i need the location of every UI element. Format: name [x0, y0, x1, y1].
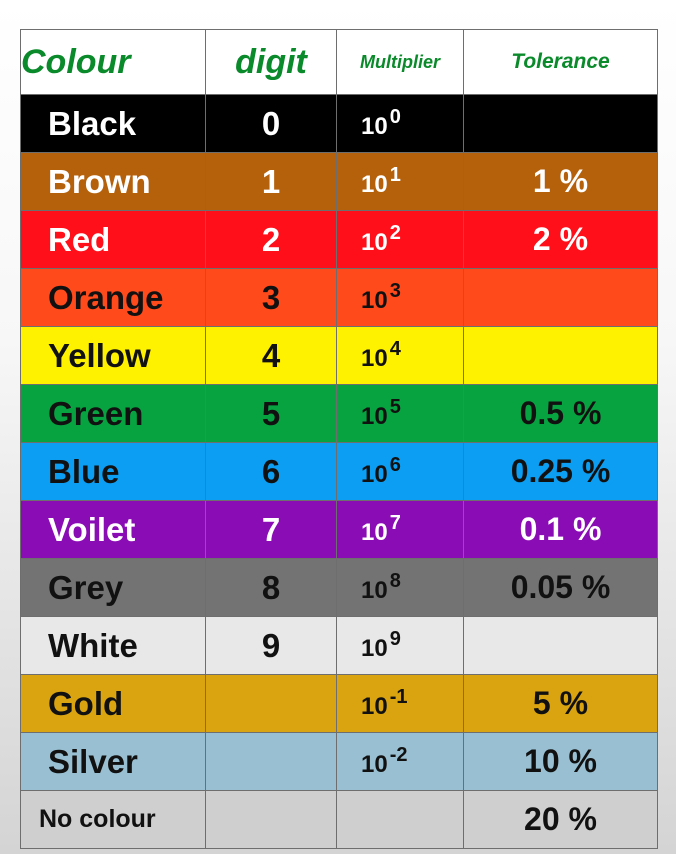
tolerance-value: 0.1 %	[463, 500, 658, 559]
colour-name: Orange	[20, 268, 206, 327]
colour-name: Brown	[20, 152, 206, 211]
header-row: Colour digit Multiplier Tolerance	[20, 29, 658, 95]
tolerance-value: 5 %	[463, 674, 658, 733]
multiplier-base: 10	[361, 519, 388, 546]
colour-name: Silver	[20, 732, 206, 791]
colour-row-grey: Grey 8 10 8 0.05 %	[20, 558, 658, 617]
multiplier-base: 10	[361, 403, 388, 430]
multiplier-exponent: 4	[389, 338, 401, 360]
tolerance-value: 0.05 %	[463, 558, 658, 617]
multiplier-base: 10	[361, 345, 388, 372]
multiplier-value: 10 1	[336, 152, 464, 211]
colour-name: Blue	[20, 442, 206, 501]
tolerance-value	[463, 616, 658, 675]
colour-row-voilet: Voilet 7 10 7 0.1 %	[20, 500, 658, 559]
multiplier-base: 10	[361, 577, 388, 604]
multiplier-base: 10	[361, 461, 388, 488]
multiplier-exponent: -2	[389, 744, 408, 766]
header-digit: digit	[205, 29, 337, 95]
digit-value	[205, 732, 337, 791]
colour-row-red: Red 2 10 2 2 %	[20, 210, 658, 269]
tolerance-value	[463, 326, 658, 385]
tolerance-value: 1 %	[463, 152, 658, 211]
colour-name: Black	[20, 94, 206, 153]
colour-row-green: Green 5 10 5 0.5 %	[20, 384, 658, 443]
colour-row-black: Black 0 10 0	[20, 94, 658, 153]
tolerance-value: 0.25 %	[463, 442, 658, 501]
tolerance-value: 10 %	[463, 732, 658, 791]
multiplier-value: 10 8	[336, 558, 464, 617]
digit-value: 1	[205, 152, 337, 211]
multiplier-base: 10	[361, 113, 388, 140]
colour-row-no-colour: No colour 20 %	[20, 790, 658, 849]
colour-row-blue: Blue 6 10 6 0.25 %	[20, 442, 658, 501]
multiplier-value: 10 5	[336, 384, 464, 443]
multiplier-base: 10	[361, 287, 388, 314]
digit-value	[205, 790, 337, 849]
multiplier-base: 10	[361, 751, 388, 778]
multiplier-value	[336, 790, 464, 849]
header-multiplier: Multiplier	[336, 29, 464, 95]
tolerance-value	[463, 94, 658, 153]
header-colour: Colour	[20, 29, 206, 95]
tolerance-value: 20 %	[463, 790, 658, 849]
multiplier-value: 10 3	[336, 268, 464, 327]
header-tolerance: Tolerance	[463, 29, 658, 95]
colour-row-orange: Orange 3 10 3	[20, 268, 658, 327]
colour-name: Green	[20, 384, 206, 443]
multiplier-exponent: 8	[389, 570, 401, 592]
digit-value	[205, 674, 337, 733]
digit-value: 4	[205, 326, 337, 385]
colour-name: White	[20, 616, 206, 675]
digit-value: 0	[205, 94, 337, 153]
multiplier-exponent: -1	[389, 686, 408, 708]
resistor-colour-code-table: Colour digit Multiplier Tolerance Black 0…	[20, 29, 658, 849]
multiplier-value: 10 -2	[336, 732, 464, 791]
colour-name: Voilet	[20, 500, 206, 559]
digit-value: 2	[205, 210, 337, 269]
colour-name: Grey	[20, 558, 206, 617]
colour-row-white: White 9 10 9	[20, 616, 658, 675]
colour-row-gold: Gold 10 -1 5 %	[20, 674, 658, 733]
multiplier-base: 10	[361, 693, 388, 720]
multiplier-value: 10 9	[336, 616, 464, 675]
multiplier-base: 10	[361, 171, 388, 198]
tolerance-value	[463, 268, 658, 327]
digit-value: 3	[205, 268, 337, 327]
digit-value: 7	[205, 500, 337, 559]
colour-row-brown: Brown 1 10 1 1 %	[20, 152, 658, 211]
colour-name: Red	[20, 210, 206, 269]
tolerance-value: 2 %	[463, 210, 658, 269]
multiplier-exponent: 6	[389, 454, 401, 476]
colour-name: Gold	[20, 674, 206, 733]
colour-name: Yellow	[20, 326, 206, 385]
digit-value: 9	[205, 616, 337, 675]
colour-row-yellow: Yellow 4 10 4	[20, 326, 658, 385]
tolerance-value: 0.5 %	[463, 384, 658, 443]
multiplier-value: 10 4	[336, 326, 464, 385]
digit-value: 6	[205, 442, 337, 501]
multiplier-value: 10 0	[336, 94, 464, 153]
multiplier-value: 10 6	[336, 442, 464, 501]
multiplier-value: 10 2	[336, 210, 464, 269]
multiplier-exponent: 3	[389, 280, 401, 302]
multiplier-exponent: 9	[389, 628, 401, 650]
multiplier-exponent: 7	[389, 512, 401, 534]
digit-value: 8	[205, 558, 337, 617]
multiplier-exponent: 1	[389, 164, 401, 186]
colour-name: No colour	[20, 790, 206, 849]
multiplier-value: 10 7	[336, 500, 464, 559]
multiplier-base: 10	[361, 635, 388, 662]
multiplier-exponent: 0	[389, 106, 401, 128]
multiplier-base: 10	[361, 229, 388, 256]
multiplier-exponent: 2	[389, 222, 401, 244]
multiplier-value: 10 -1	[336, 674, 464, 733]
multiplier-exponent: 5	[389, 396, 401, 418]
colour-row-silver: Silver 10 -2 10 %	[20, 732, 658, 791]
digit-value: 5	[205, 384, 337, 443]
